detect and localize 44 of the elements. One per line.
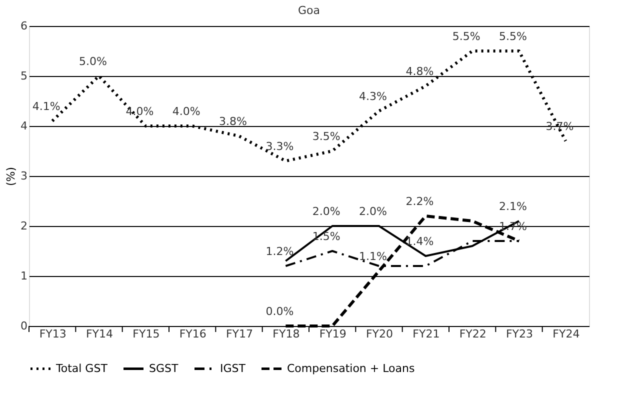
y-tick-label: 0 bbox=[20, 320, 28, 332]
legend-label: Compensation + Loans bbox=[287, 362, 415, 375]
x-tick-label: FY14 bbox=[86, 328, 114, 340]
x-tick-label: FY15 bbox=[132, 328, 160, 340]
x-tick-label: FY21 bbox=[412, 328, 440, 340]
y-tick-label: 1 bbox=[20, 270, 28, 282]
data-label: 5.5% bbox=[499, 30, 527, 43]
data-label: 2.0% bbox=[359, 205, 387, 218]
x-tick-label: FY19 bbox=[319, 328, 346, 340]
data-label: 2.0% bbox=[312, 205, 340, 218]
legend-label: Total GST bbox=[55, 362, 108, 375]
x-tick-label: FY17 bbox=[226, 328, 254, 340]
y-tick-label: 5 bbox=[20, 70, 28, 82]
data-label: 4.0% bbox=[126, 105, 154, 118]
legend-label: SGST bbox=[149, 362, 178, 375]
data-label: 4.1% bbox=[32, 100, 60, 113]
y-tick-label: 2 bbox=[20, 220, 28, 232]
y-tick-label: 4 bbox=[20, 120, 28, 132]
legend-label: IGST bbox=[220, 362, 246, 375]
x-tick-label: FY18 bbox=[272, 328, 300, 340]
x-tick-label: FY22 bbox=[459, 328, 486, 340]
data-label: 4.3% bbox=[359, 90, 387, 103]
data-label: 0.0% bbox=[266, 305, 294, 318]
chart-title: Goa bbox=[298, 4, 320, 17]
y-tick-label: 3 bbox=[20, 170, 28, 182]
data-label: 1.1% bbox=[359, 250, 387, 263]
data-label: 3.5% bbox=[312, 130, 340, 143]
data-label: 4.8% bbox=[406, 65, 434, 78]
y-tick-label: 6 bbox=[20, 20, 28, 32]
x-tick-label: FY20 bbox=[366, 328, 394, 340]
data-label: 4.0% bbox=[172, 105, 200, 118]
data-label: 3.3% bbox=[266, 140, 294, 153]
x-tick-label: FY16 bbox=[179, 328, 206, 340]
data-label: 2.1% bbox=[499, 200, 527, 213]
y-axis-title: (%) bbox=[4, 166, 18, 186]
x-tick-label: FY13 bbox=[39, 328, 66, 340]
data-label: 3.8% bbox=[219, 115, 247, 128]
data-label: 1.4% bbox=[406, 235, 434, 248]
data-label: 1.2% bbox=[266, 245, 294, 258]
data-label: 5.0% bbox=[79, 55, 107, 68]
x-tick-label: FY24 bbox=[552, 328, 580, 340]
data-label: 2.2% bbox=[406, 195, 434, 208]
data-label: 5.5% bbox=[452, 30, 480, 43]
x-tick-label: FY23 bbox=[506, 328, 534, 340]
